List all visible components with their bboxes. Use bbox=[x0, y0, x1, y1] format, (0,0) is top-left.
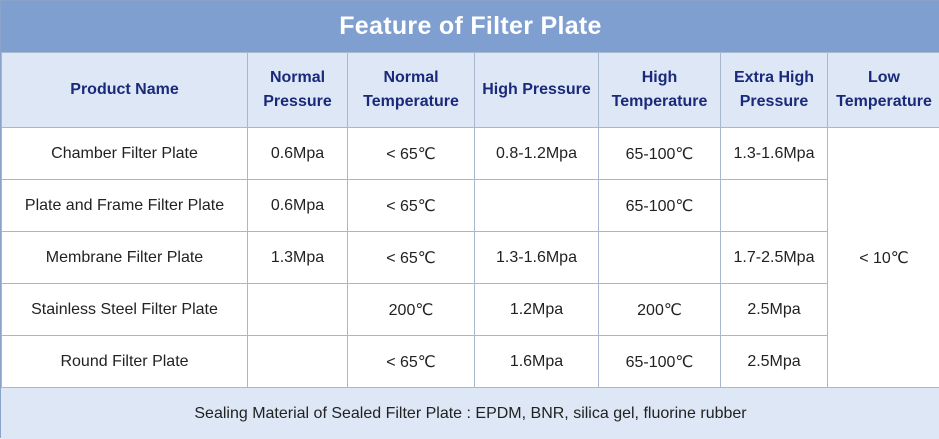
header-low-temperature: Low Temperature bbox=[828, 53, 939, 128]
cell-normal-pressure bbox=[248, 284, 348, 336]
cell-high-pressure: 1.6Mpa bbox=[475, 336, 599, 388]
cell-normal-pressure: 0.6Mpa bbox=[248, 180, 348, 232]
cell-extra-high-pressure: 2.5Mpa bbox=[721, 284, 828, 336]
cell-normal-pressure: 0.6Mpa bbox=[248, 128, 348, 180]
cell-normal-temperature: < 65℃ bbox=[348, 128, 475, 180]
cell-high-temperature: 65-100℃ bbox=[599, 336, 721, 388]
header-extra-high-pressure: Extra High Pressure bbox=[721, 53, 828, 128]
cell-high-temperature: 200℃ bbox=[599, 284, 721, 336]
cell-product-name: Round Filter Plate bbox=[2, 336, 248, 388]
cell-normal-temperature: < 65℃ bbox=[348, 336, 475, 388]
header-normal-pressure: Normal Pressure bbox=[248, 53, 348, 128]
cell-high-pressure: 0.8-1.2Mpa bbox=[475, 128, 599, 180]
table-row: Chamber Filter Plate 0.6Mpa < 65℃ 0.8-1.… bbox=[2, 128, 939, 180]
cell-high-pressure bbox=[475, 180, 599, 232]
table-row: Membrane Filter Plate 1.3Mpa < 65℃ 1.3-1… bbox=[2, 232, 939, 284]
table-row: Plate and Frame Filter Plate 0.6Mpa < 65… bbox=[2, 180, 939, 232]
cell-high-pressure: 1.3-1.6Mpa bbox=[475, 232, 599, 284]
cell-product-name: Plate and Frame Filter Plate bbox=[2, 180, 248, 232]
cell-low-temperature: < 10℃ bbox=[828, 128, 939, 388]
cell-product-name: Chamber Filter Plate bbox=[2, 128, 248, 180]
cell-extra-high-pressure: 2.5Mpa bbox=[721, 336, 828, 388]
header-row: Product Name Normal Pressure Normal Temp… bbox=[2, 53, 939, 128]
cell-product-name: Stainless Steel Filter Plate bbox=[2, 284, 248, 336]
cell-high-pressure: 1.2Mpa bbox=[475, 284, 599, 336]
table-row: Stainless Steel Filter Plate 200℃ 1.2Mpa… bbox=[2, 284, 939, 336]
header-product-name: Product Name bbox=[2, 53, 248, 128]
header-normal-temperature: Normal Temperature bbox=[348, 53, 475, 128]
header-high-pressure: High Pressure bbox=[475, 53, 599, 128]
cell-extra-high-pressure bbox=[721, 180, 828, 232]
table-title: Feature of Filter Plate bbox=[1, 1, 939, 52]
sealing-material-note: Sealing Material of Sealed Filter Plate … bbox=[1, 387, 939, 439]
cell-normal-temperature: 200℃ bbox=[348, 284, 475, 336]
cell-high-temperature bbox=[599, 232, 721, 284]
cell-normal-temperature: < 65℃ bbox=[348, 232, 475, 284]
cell-normal-pressure: 1.3Mpa bbox=[248, 232, 348, 284]
header-high-temperature: High Temperature bbox=[599, 53, 721, 128]
cell-extra-high-pressure: 1.3-1.6Mpa bbox=[721, 128, 828, 180]
cell-product-name: Membrane Filter Plate bbox=[2, 232, 248, 284]
cell-normal-temperature: < 65℃ bbox=[348, 180, 475, 232]
cell-extra-high-pressure: 1.7-2.5Mpa bbox=[721, 232, 828, 284]
filter-plate-feature-table: Product Name Normal Pressure Normal Temp… bbox=[1, 52, 939, 388]
cell-high-temperature: 65-100℃ bbox=[599, 128, 721, 180]
cell-normal-pressure bbox=[248, 336, 348, 388]
table-row: Round Filter Plate < 65℃ 1.6Mpa 65-100℃ … bbox=[2, 336, 939, 388]
cell-high-temperature: 65-100℃ bbox=[599, 180, 721, 232]
